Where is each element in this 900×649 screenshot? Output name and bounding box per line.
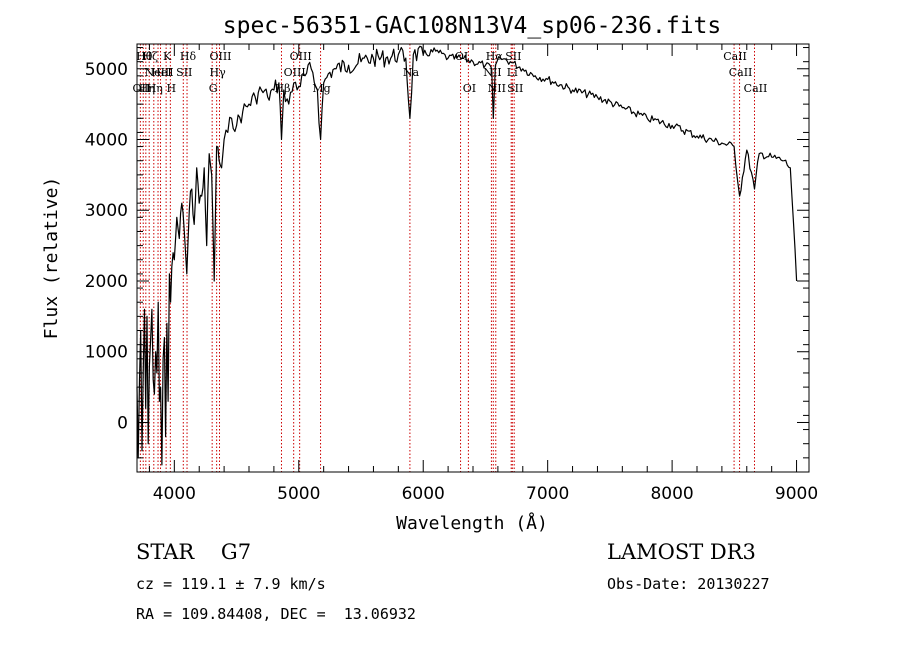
x-tick-label-8000: 8000 (650, 484, 693, 504)
y-tick-label-5000: 5000 (85, 60, 128, 80)
line-label-11: G (209, 82, 218, 95)
chart-title: spec-56351-GAC108N13V4_sp06-236.fits (223, 13, 722, 39)
observation-date: Obs-Date: 20130227 (607, 575, 770, 593)
redshift-velocity: cz = 119.1 ± 7.9 km/s (136, 575, 326, 593)
line-label-15: OIII (284, 66, 306, 79)
x-tick-label-4000: 4000 (153, 484, 196, 504)
line-label-4: Hη (147, 82, 163, 95)
line-label-18: Na (403, 66, 420, 79)
x-tick-label-5000: 5000 (277, 484, 320, 504)
spectral-line-labels: OIIHθHηHζHηNeIIIHeIKHSIIHδGHγOIIIHβOIIIO… (133, 50, 768, 95)
line-label-7: K (163, 50, 172, 63)
line-label-20: OI (463, 82, 476, 95)
line-label-12: Hγ (210, 66, 227, 79)
line-label-22: Hα (486, 50, 504, 63)
x-axis-label: Wavelength (Å) (396, 512, 548, 534)
x-axis-ticks: 4000 5000 6000 7000 8000 9000 (148, 44, 818, 504)
x-tick-label-9000: 9000 (775, 484, 818, 504)
line-label-24: Li (507, 66, 518, 79)
x-tick-label-7000: 7000 (526, 484, 569, 504)
line-label-2: Hη (139, 82, 155, 95)
line-label-3: Hζ (142, 50, 158, 63)
line-label-13: OIII (209, 50, 231, 63)
line-label-25: SII (505, 50, 521, 63)
line-label-19: OI (455, 50, 468, 63)
y-tick-label-3000: 3000 (85, 201, 128, 221)
line-label-1: Hθ (136, 50, 153, 63)
spectral-line-markers (139, 44, 755, 472)
line-label-16: OIII (290, 50, 312, 63)
y-tick-label-2000: 2000 (85, 272, 128, 292)
line-label-29: CaII (744, 82, 768, 95)
y-tick-label-4000: 4000 (85, 131, 128, 151)
y-tick-label-1000: 1000 (85, 343, 128, 363)
line-label-27: CaII (723, 50, 747, 63)
line-label-10: Hδ (180, 50, 197, 63)
y-axis-label: Flux (relative) (41, 177, 62, 340)
survey-name: LAMOST DR3 (607, 540, 756, 564)
line-label-28: CaII (729, 66, 753, 79)
x-tick-label-6000: 6000 (402, 484, 445, 504)
y-axis-ticks: 0 1000 2000 3000 4000 5000 (85, 47, 809, 459)
y-tick-label-0: 0 (117, 413, 128, 433)
line-label-9: SII (176, 66, 192, 79)
line-label-5: NeIII (144, 66, 173, 79)
spectrum-line (136, 45, 798, 466)
sky-coordinates: RA = 109.84408, DEC = 13.06932 (136, 605, 416, 623)
line-label-26: SII (507, 82, 523, 95)
plot-frame (136, 43, 810, 473)
object-classification: STAR G7 (136, 540, 252, 564)
line-label-6: HeI (151, 66, 171, 79)
line-label-23: NII (488, 82, 506, 95)
line-label-8: H (167, 82, 177, 95)
